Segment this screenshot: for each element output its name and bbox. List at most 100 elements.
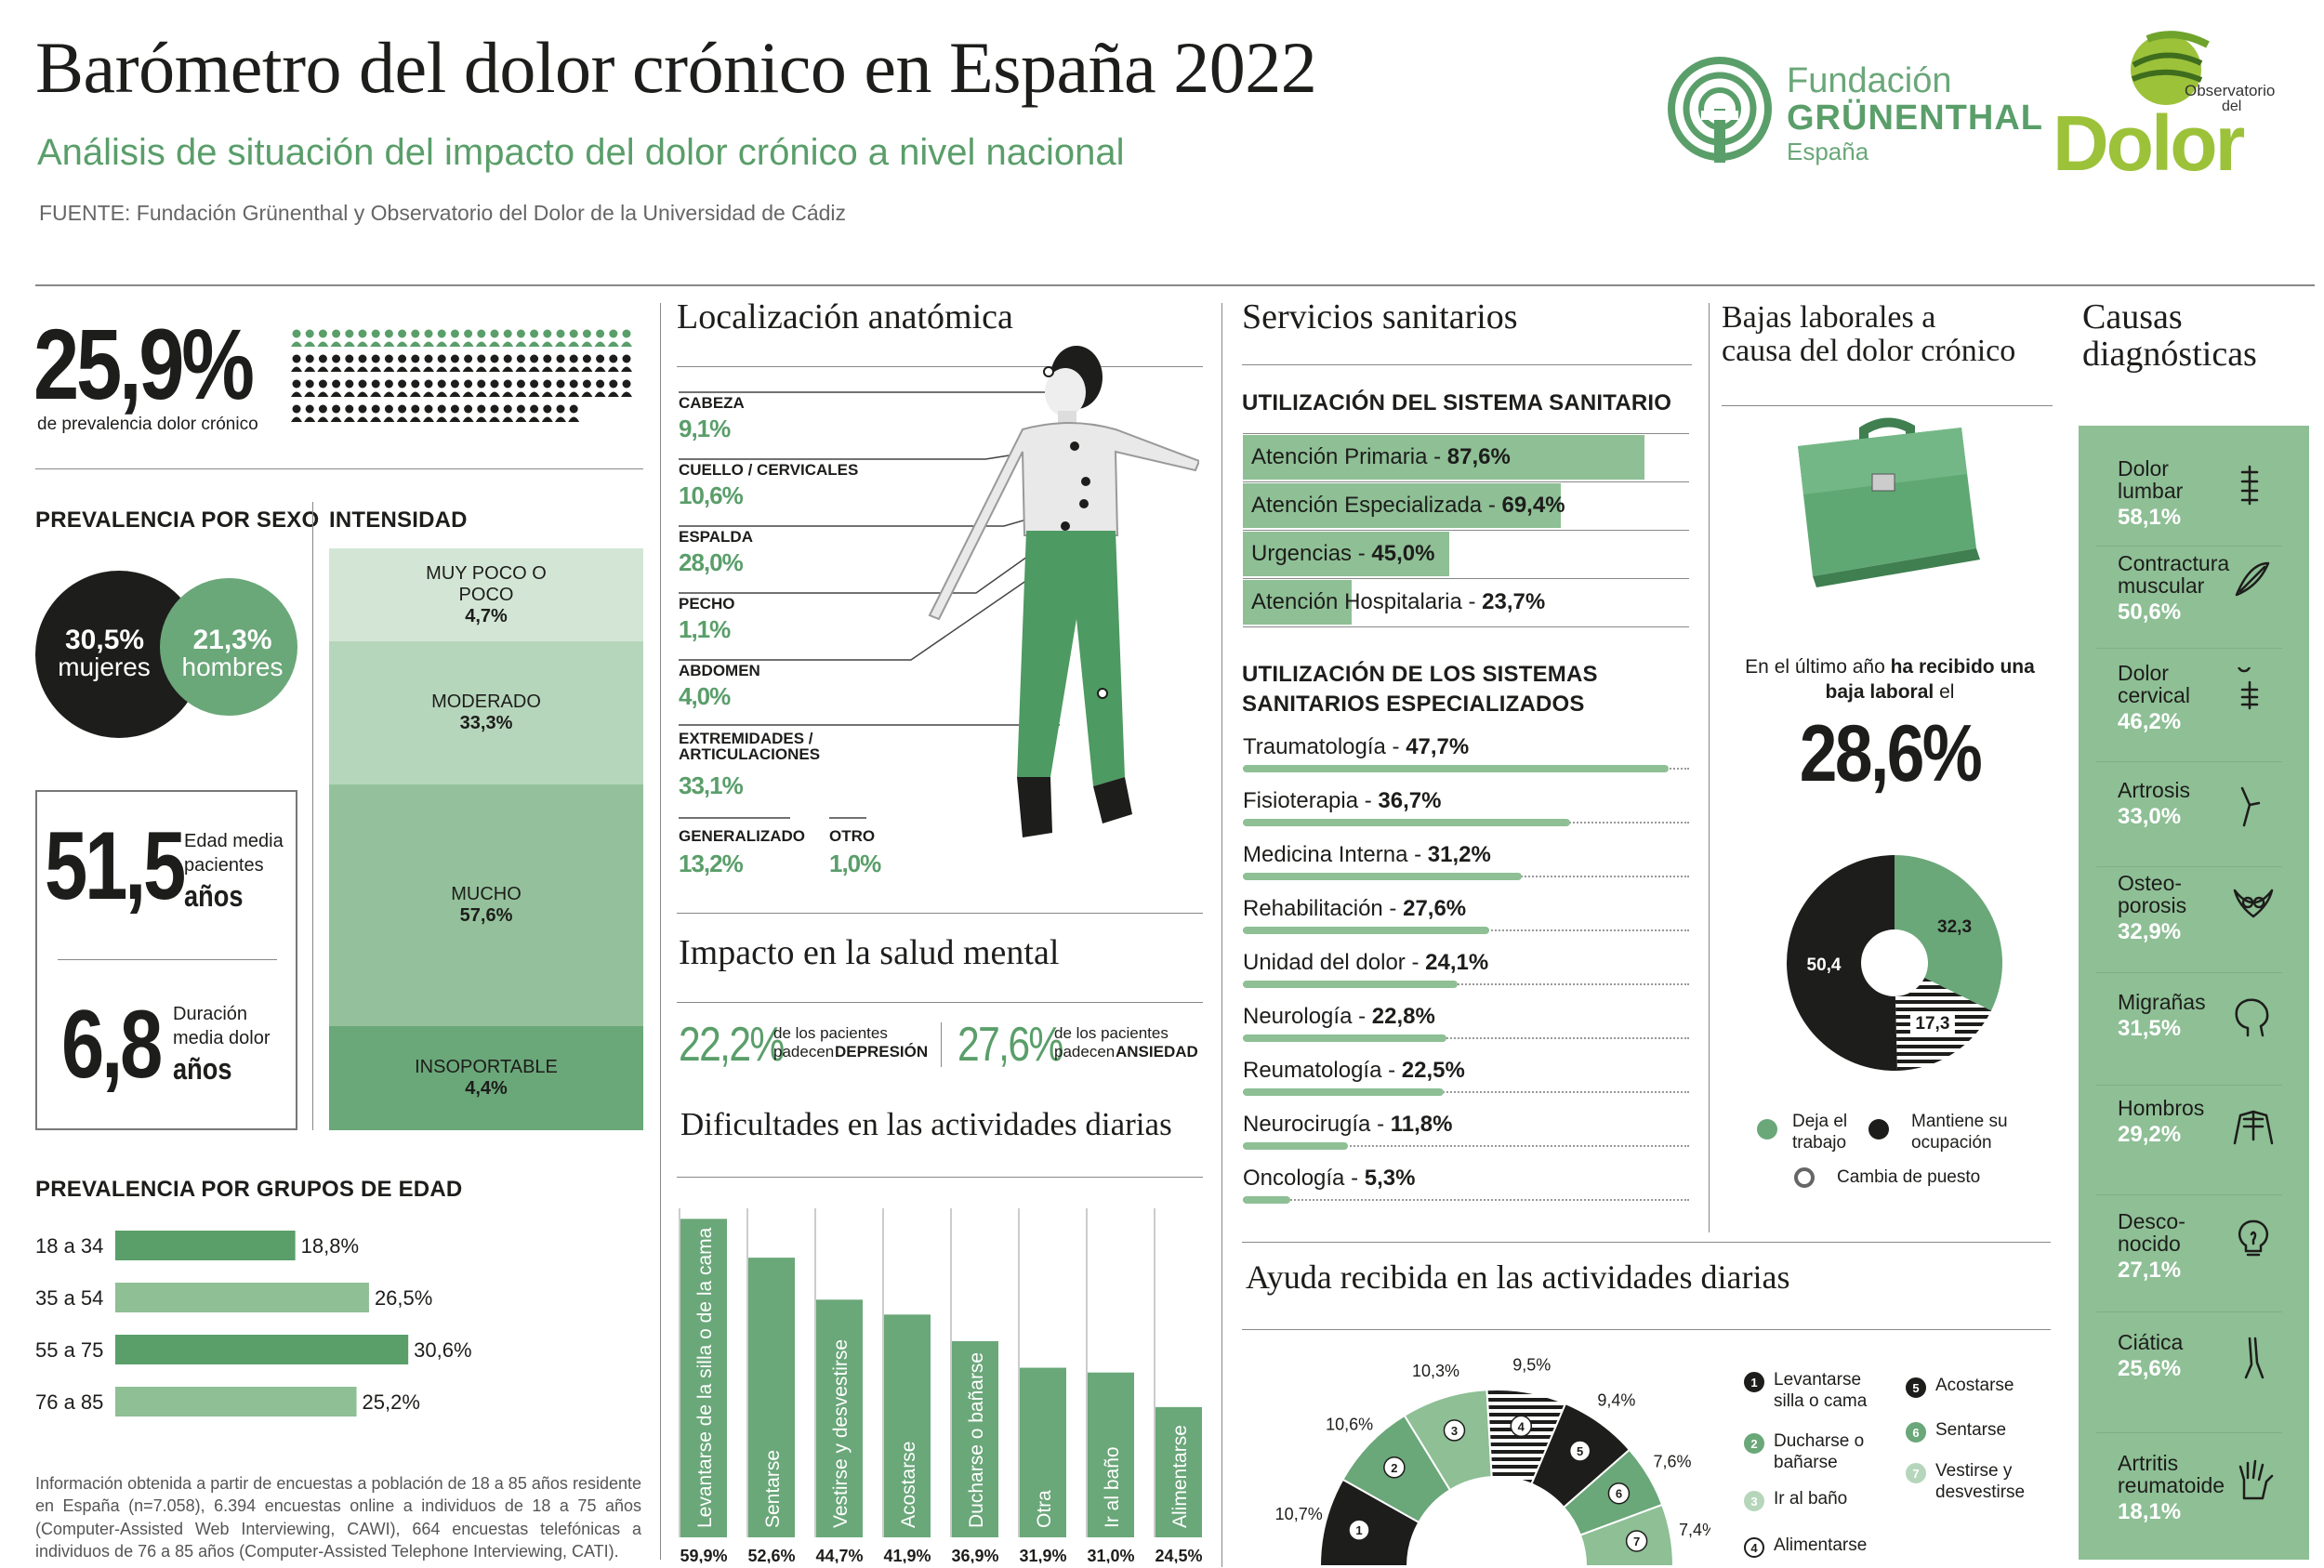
fundacion-logo-line3: España <box>1787 138 1869 165</box>
person-icon <box>607 379 619 397</box>
observatorio-logo-line1: Observatorio <box>2185 82 2276 99</box>
help-legend-item: 3 Ir al baño <box>1744 1489 1893 1511</box>
help-donut-marker <box>1510 1415 1533 1438</box>
help-legend-label: Sentarse <box>1935 1420 2007 1440</box>
intensity-value: 4,7% <box>465 605 508 626</box>
service-row-line <box>1243 433 1689 434</box>
anxiety-label-1: de los pacientes <box>1054 1024 1169 1042</box>
cause-label: Artritis reumatoide <box>2118 1451 2225 1498</box>
age-group-value: 25,2% <box>363 1390 420 1414</box>
diff-bar-value: 52,6% <box>747 1547 795 1563</box>
age-label-2: pacientes <box>184 855 264 876</box>
service-row-line <box>1243 481 1689 482</box>
woman-figure-illustration <box>928 346 1199 837</box>
intensity-value: 33,3% <box>459 713 513 733</box>
person-icon <box>515 404 527 422</box>
person-icon <box>555 354 566 372</box>
person-icon <box>449 404 461 422</box>
help-legend-label: Acostarse <box>1935 1376 2014 1395</box>
help-legend-item: 6 Sentarse <box>1906 1420 2045 1443</box>
intensity-level-high: MUCHO 57,6% <box>329 784 643 1026</box>
person-icon <box>304 329 316 347</box>
help-donut-label: 7,6% <box>1653 1452 1691 1470</box>
anatomy-label: ABDOMEN <box>679 662 760 679</box>
help-donut-marker-number: 7 <box>1633 1535 1640 1548</box>
intensity-value: 4,4% <box>465 1078 508 1099</box>
cause-label: Osteo- porosis <box>2118 871 2187 918</box>
prevalence-value: 25,9% <box>33 308 255 420</box>
specialty-value: 36,7% <box>1378 788 1442 813</box>
leave-legend-2: Mantiene su ocupación <box>1868 1112 2023 1154</box>
cause-separator <box>2096 866 2282 867</box>
cause-item: Dolor lumbar 58,1% <box>2118 456 2229 531</box>
service-value: 87,6% <box>1446 444 1511 469</box>
help-legend-item: 5 Acostarse <box>1906 1376 2045 1398</box>
cause-separator <box>2096 1085 2282 1086</box>
cause-value: 58,1% <box>2118 505 2182 531</box>
person-icon <box>357 379 368 397</box>
women-value: 30,5% <box>65 625 145 655</box>
anatomy-label: EXTREMIDADES / ARTICULACIONES <box>679 730 821 763</box>
person-icon <box>291 379 302 397</box>
age-groups-chart: 18 a 34 18,8% 35 a 54 26,5% 55 a 75 30,6% 76 a… <box>35 1231 472 1416</box>
leave-text-pre: En el último año <box>1745 656 1885 678</box>
cause-label: Dolor lumbar <box>2118 456 2184 504</box>
person-icon <box>304 379 316 397</box>
person-icon <box>383 404 395 422</box>
leave-text-bold: ha recibido una baja laboral <box>1825 656 2035 704</box>
person-icon <box>291 404 302 422</box>
specialty-value: 22,8% <box>1371 1004 1435 1029</box>
person-icon <box>594 379 606 397</box>
specialty-bar <box>1243 765 1669 772</box>
spine-icon <box>2240 465 2259 506</box>
person-icon <box>475 329 487 347</box>
specialty-bar <box>1243 1034 1446 1042</box>
help-donut-marker-number: 6 <box>1616 1487 1622 1501</box>
person-icon <box>607 354 619 372</box>
women-label: mujeres <box>58 652 151 681</box>
stats-box <box>35 790 297 1130</box>
help-legend-item: 2 Ducharse o bañarse <box>1744 1431 1893 1474</box>
help-donut-label: 10,6% <box>1326 1415 1373 1433</box>
prevalence-label: de prevalencia dolor crónico <box>37 415 258 434</box>
specialty-value: 11,8% <box>1390 1112 1453 1137</box>
person-icon <box>568 354 580 372</box>
service-row-line <box>1243 578 1689 579</box>
help-donut-slice <box>1578 1503 1675 1566</box>
cause-item: Desco- nocido 27,1% <box>2118 1210 2229 1283</box>
leave-legend-1: Deja el trabajo <box>1757 1112 1867 1154</box>
leave-pie-label: 17,3 <box>1915 1014 1949 1034</box>
specialty-bar <box>1243 873 1522 880</box>
cause-separator <box>2096 1311 2282 1312</box>
specialty-value: 47,7% <box>1406 734 1470 759</box>
person-icon <box>370 404 382 422</box>
person-icon <box>383 379 395 397</box>
pelvis-icon <box>2233 889 2274 918</box>
person-icon <box>357 329 368 347</box>
cause-separator <box>2096 1194 2282 1195</box>
services-special-heading-2: SANITARIOS ESPECIALIZADOS <box>1242 692 1585 717</box>
service-bar <box>1243 532 1450 576</box>
diff-bar <box>748 1258 795 1537</box>
help-donut-marker <box>1383 1456 1406 1479</box>
person-icon <box>568 379 580 397</box>
leave-heading-2: causa del dolor crónico <box>1722 334 2016 368</box>
person-icon <box>568 329 580 347</box>
person-icon <box>449 354 461 372</box>
diff-bar-value: 44,7% <box>815 1547 863 1563</box>
cause-value: 50,6% <box>2118 600 2182 626</box>
person-icon <box>317 329 329 347</box>
diff-bar <box>1020 1367 1066 1537</box>
specialty-value: 5,3% <box>1364 1166 1416 1191</box>
age-group-bar <box>115 1387 357 1416</box>
leave-legend-swatch-green <box>1757 1119 1777 1140</box>
age-group-label: 18 a 34 <box>35 1234 103 1258</box>
age-group-bar <box>115 1283 369 1312</box>
men-value: 21,3% <box>192 625 272 655</box>
help-donut-marker-number: 4 <box>1518 1419 1525 1433</box>
head-icon <box>2235 998 2269 1037</box>
help-legend-number: 7 <box>1906 1463 1926 1483</box>
difficulties-chart: Levantarse de la silla o de la cama 59,9%… <box>679 1208 1203 1563</box>
cause-label: Artrosis <box>2118 778 2190 802</box>
specialty-bar <box>1243 1088 1444 1096</box>
